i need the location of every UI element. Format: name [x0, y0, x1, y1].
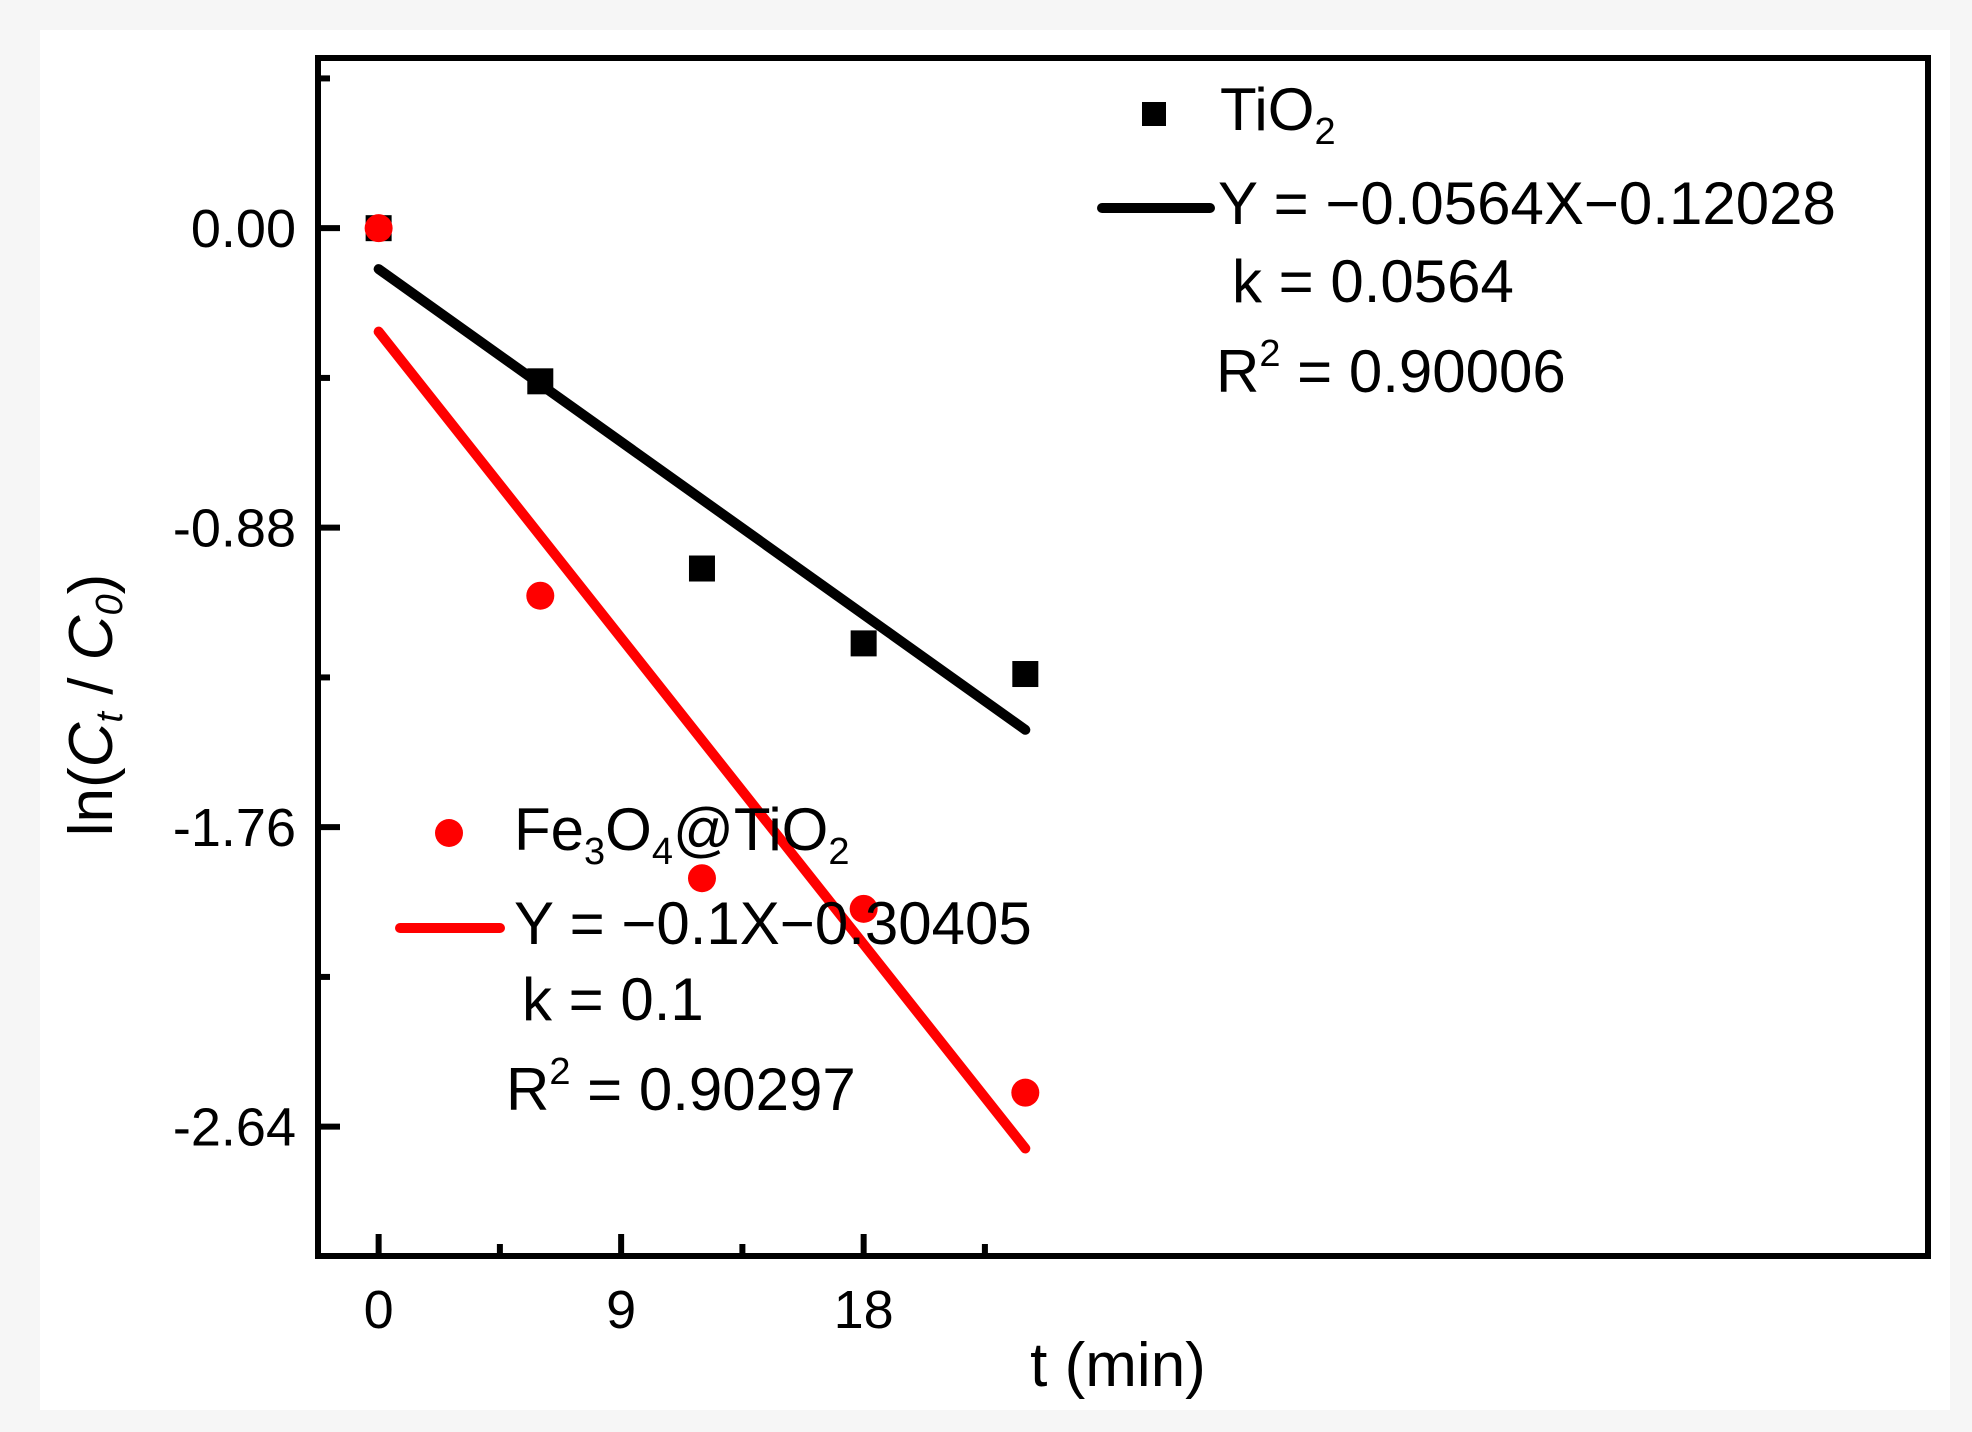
- point-tio2: [688, 555, 715, 582]
- legend-fe3o4-label-3: 3: [584, 831, 605, 873]
- y-axis-title: ln(Ct / C0): [57, 574, 131, 837]
- legend-fe3o4-label-2: 2: [828, 831, 849, 873]
- legend-fe3o4-label-tio: @TiO: [673, 796, 828, 863]
- legend-tio2-r2: R2 = 0.90006: [1216, 333, 1566, 405]
- fit-line-fe3o4: [373, 326, 1031, 1154]
- legend-tio2-equation: Y = −0.0564X−0.12028: [1218, 170, 1836, 237]
- y-tick-label: -1.76: [173, 798, 296, 858]
- axes: 0 9 18 0.00 -0.88 -1.76 -2.64: [173, 75, 988, 1340]
- point-tio2: [1012, 661, 1039, 688]
- x-tick-label: 18: [834, 1280, 894, 1340]
- legend-fe3o4-equation: Y = −0.1X−0.30405: [514, 890, 1032, 957]
- point-tio2: [850, 630, 877, 657]
- legend-tio2-label-sub: 2: [1314, 111, 1335, 153]
- legend-tio2-k: k = 0.0564: [1232, 248, 1514, 315]
- y-tick-label: 0.00: [191, 199, 296, 259]
- legend-tio2-label: TiO2: [1220, 76, 1336, 153]
- y-title-t-sub: t: [89, 711, 131, 723]
- legend-tio2-r2-value: = 0.90006: [1280, 338, 1565, 405]
- legend-fe3o4-r2: R2 = 0.90297: [506, 1051, 856, 1123]
- legend-tio2: TiO2 Y = −0.0564X−0.12028 k = 0.0564 R2 …: [1097, 76, 1836, 405]
- legend-fe3o4: Fe3O4@TiO2 Y = −0.1X−0.30405 k = 0.1 R2 …: [395, 796, 1032, 1123]
- plot-area: [40, 30, 1950, 1410]
- point-fe3o4: [849, 894, 878, 923]
- y-title-suffix: ): [57, 574, 126, 595]
- fit-lines: [373, 264, 1031, 1154]
- point-fe3o4: [526, 581, 555, 610]
- x-axis-title: t (min): [1030, 1331, 1206, 1400]
- y-title-ct: C: [57, 721, 126, 767]
- legend-tio2-r2-sup: 2: [1259, 333, 1280, 375]
- legend-fe3o4-label: Fe3O4@TiO2: [514, 796, 849, 873]
- y-tick-label: -2.64: [173, 1098, 296, 1158]
- y-title-slash: /: [57, 660, 126, 712]
- y-title-c0: C: [57, 614, 126, 660]
- legend-fe3o4-r2-prefix: R: [506, 1056, 549, 1123]
- legend-fe3o4-label-o: O: [605, 796, 652, 863]
- point-tio2: [527, 368, 554, 395]
- y-title-prefix: ln(: [57, 767, 126, 836]
- y-title-zero-sub: 0: [89, 594, 131, 615]
- legend-fe3o4-label-fe: Fe: [514, 796, 584, 863]
- x-tick-label: 9: [606, 1280, 636, 1340]
- point-fe3o4: [687, 864, 716, 893]
- legend-fe3o4-marker: [435, 819, 463, 847]
- legend-fe3o4-k: k = 0.1: [522, 966, 704, 1033]
- legend-fe3o4-r2-sup: 2: [549, 1051, 570, 1093]
- axes-frame: [315, 55, 1931, 1259]
- legend-tio2-label-main: TiO: [1220, 76, 1314, 143]
- point-fe3o4: [364, 214, 393, 243]
- legend-fe3o4-label-4: 4: [652, 831, 673, 873]
- data-markers: [364, 214, 1040, 1107]
- x-tick-label: 0: [364, 1280, 394, 1340]
- legend-tio2-r2-prefix: R: [1216, 338, 1259, 405]
- fit-line-tio2: [373, 264, 1031, 735]
- legend-tio2-marker: [1142, 102, 1166, 126]
- legend-fe3o4-r2-value: = 0.90297: [570, 1056, 855, 1123]
- point-fe3o4: [1011, 1078, 1040, 1107]
- y-tick-label: -0.88: [173, 499, 296, 559]
